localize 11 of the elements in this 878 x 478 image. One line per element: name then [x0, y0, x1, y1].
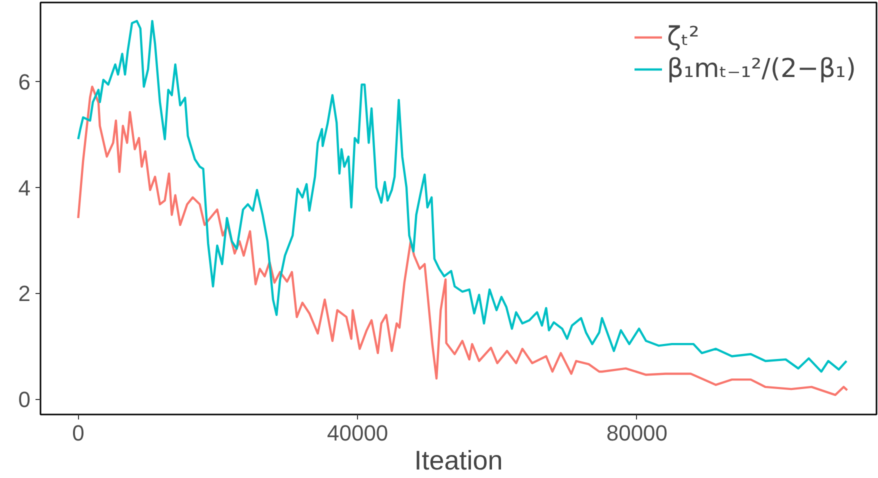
x-tick-label: 80000 [606, 420, 668, 446]
y-tick-label: 6 [18, 69, 31, 94]
legend-label: β₁mₜ₋₁²/(2−β₁) [667, 54, 856, 84]
y-tick-label: 0 [18, 387, 31, 412]
x-tick-label: 0 [72, 420, 84, 446]
y-tick-label: 4 [18, 175, 31, 200]
x-tick-label: 40000 [326, 420, 388, 446]
x-axis-title: Iteation [414, 446, 503, 476]
line-series [77, 86, 848, 396]
y-tick-label: 2 [18, 281, 31, 306]
legend-label: ζₜ² [667, 22, 700, 52]
